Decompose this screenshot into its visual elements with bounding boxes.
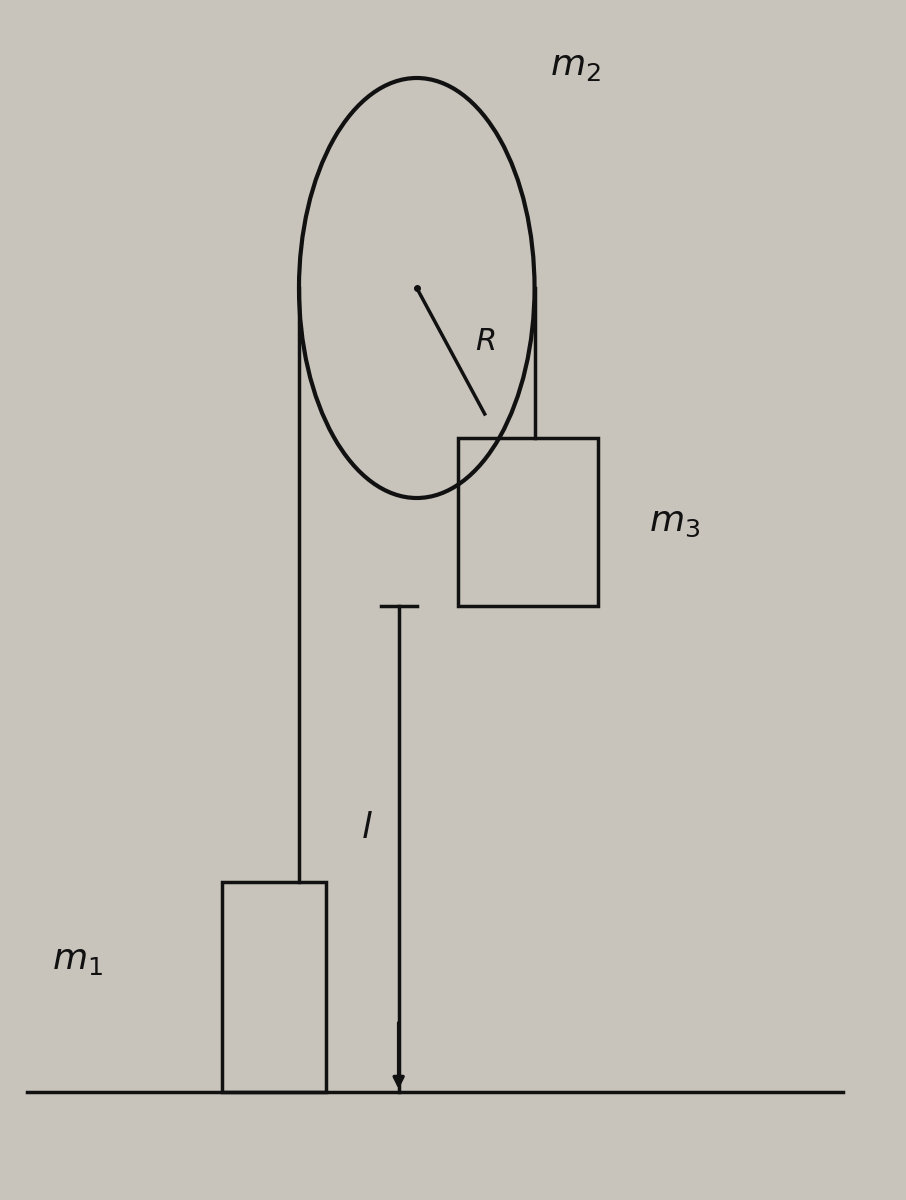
Text: $m_3$: $m_3$ (650, 505, 700, 539)
Text: $m_2$: $m_2$ (550, 49, 601, 83)
Text: $l$: $l$ (361, 811, 373, 845)
Bar (458, 438, 598, 606)
Text: $R$: $R$ (475, 326, 495, 358)
Bar (222, 882, 326, 1092)
Text: $m_1$: $m_1$ (52, 943, 102, 977)
